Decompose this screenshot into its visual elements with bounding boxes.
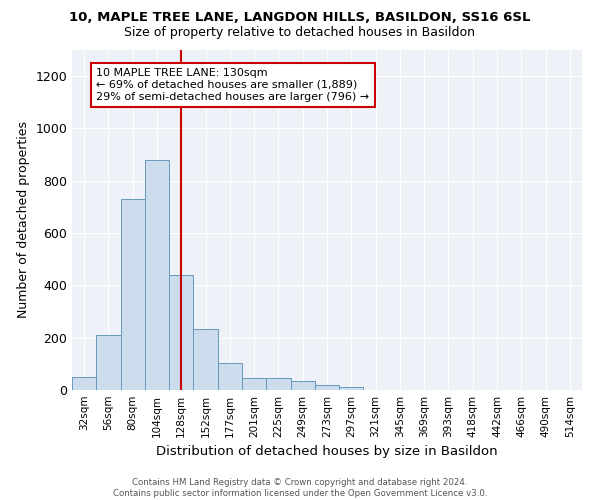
Bar — [193, 328, 218, 390]
Text: 10, MAPLE TREE LANE, LANGDON HILLS, BASILDON, SS16 6SL: 10, MAPLE TREE LANE, LANGDON HILLS, BASI… — [69, 11, 531, 24]
Bar — [242, 378, 266, 390]
Bar — [121, 199, 145, 390]
Bar — [290, 381, 315, 390]
Bar — [218, 362, 242, 390]
Bar — [169, 275, 193, 390]
Text: 10 MAPLE TREE LANE: 130sqm
← 69% of detached houses are smaller (1,889)
29% of s: 10 MAPLE TREE LANE: 130sqm ← 69% of deta… — [96, 68, 370, 102]
Text: Size of property relative to detached houses in Basildon: Size of property relative to detached ho… — [125, 26, 476, 39]
Bar — [145, 160, 169, 390]
Bar — [266, 378, 290, 390]
Bar — [339, 388, 364, 390]
Bar — [96, 335, 121, 390]
X-axis label: Distribution of detached houses by size in Basildon: Distribution of detached houses by size … — [156, 446, 498, 458]
Y-axis label: Number of detached properties: Number of detached properties — [17, 122, 30, 318]
Text: Contains HM Land Registry data © Crown copyright and database right 2024.
Contai: Contains HM Land Registry data © Crown c… — [113, 478, 487, 498]
Bar — [315, 385, 339, 390]
Bar — [72, 377, 96, 390]
